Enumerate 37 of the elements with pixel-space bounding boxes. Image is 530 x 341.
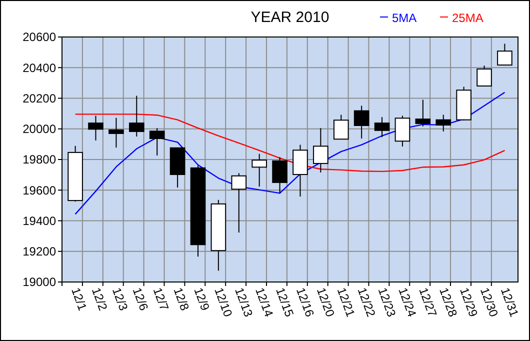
candlestick (415, 99, 431, 127)
candlestick (272, 156, 288, 194)
y-tick-label: 19000 (22, 275, 56, 290)
y-tick-label: 19200 (22, 244, 56, 259)
x-tick-label: 12/7 (150, 286, 172, 313)
y-tick-label: 20600 (22, 30, 56, 44)
candlestick (497, 43, 512, 66)
line-series (74, 114, 506, 172)
x-tick-label: 12/1 (68, 286, 90, 313)
candlestick (252, 153, 267, 188)
candlestick (333, 114, 349, 140)
candlestick (313, 128, 328, 174)
candlestick (231, 172, 247, 234)
candlestick (128, 95, 144, 138)
chart-title: YEAR 2010 (250, 9, 330, 26)
legend-label: 25MA (452, 11, 484, 25)
candlestick (436, 114, 452, 132)
x-tick-label: 12/6 (130, 286, 152, 313)
candlestick (394, 115, 410, 147)
candlestick (149, 128, 165, 156)
candlestick (88, 115, 104, 142)
y-tick-label: 19400 (22, 214, 56, 228)
candlestick (476, 65, 492, 86)
x-tick-label: 12/3 (109, 286, 131, 313)
candlestick (108, 117, 124, 148)
x-tick-label: 12/8 (170, 286, 192, 313)
y-tick-label: 20000 (22, 122, 56, 136)
legend-label: 5MA (392, 11, 417, 25)
x-tick-label: 12/2 (88, 286, 110, 313)
y-tick-label: 19600 (22, 183, 56, 198)
candlestick (374, 116, 390, 138)
x-tick-label: 12/9 (191, 286, 212, 313)
candlestick (354, 105, 370, 140)
line-series (74, 92, 506, 215)
y-tick-label: 20400 (22, 60, 56, 75)
y-tick-label: 19800 (22, 152, 56, 167)
y-tick-label: 20200 (22, 91, 56, 106)
